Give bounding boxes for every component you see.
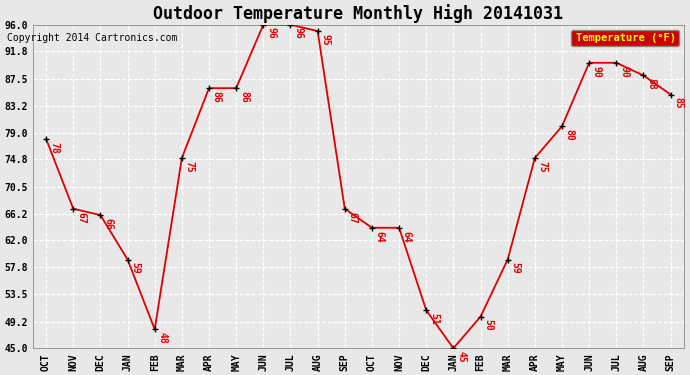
Text: 45: 45 <box>456 351 466 363</box>
Title: Outdoor Temperature Monthly High 20141031: Outdoor Temperature Monthly High 2014103… <box>153 4 563 23</box>
Text: 86: 86 <box>239 91 249 103</box>
Text: 48: 48 <box>157 332 168 344</box>
Text: 64: 64 <box>375 231 385 242</box>
Text: 75: 75 <box>538 161 548 172</box>
Text: 90: 90 <box>592 66 602 77</box>
Text: 75: 75 <box>185 161 195 172</box>
Text: 95: 95 <box>320 34 331 46</box>
Text: 86: 86 <box>212 91 221 103</box>
Text: 96: 96 <box>293 27 304 39</box>
Text: 59: 59 <box>511 262 520 274</box>
Text: 64: 64 <box>402 231 412 242</box>
Text: 59: 59 <box>130 262 140 274</box>
Text: 96: 96 <box>266 27 276 39</box>
Text: 80: 80 <box>565 129 575 141</box>
Text: 67: 67 <box>348 211 357 223</box>
Text: Copyright 2014 Cartronics.com: Copyright 2014 Cartronics.com <box>7 33 177 43</box>
Text: 88: 88 <box>647 78 656 90</box>
Legend: Temperature (°F): Temperature (°F) <box>571 30 679 46</box>
Text: 85: 85 <box>673 97 683 109</box>
Text: 90: 90 <box>619 66 629 77</box>
Text: 51: 51 <box>429 313 439 325</box>
Text: 67: 67 <box>76 211 86 223</box>
Text: 78: 78 <box>49 142 59 153</box>
Text: 66: 66 <box>104 218 113 229</box>
Text: 50: 50 <box>483 320 493 331</box>
